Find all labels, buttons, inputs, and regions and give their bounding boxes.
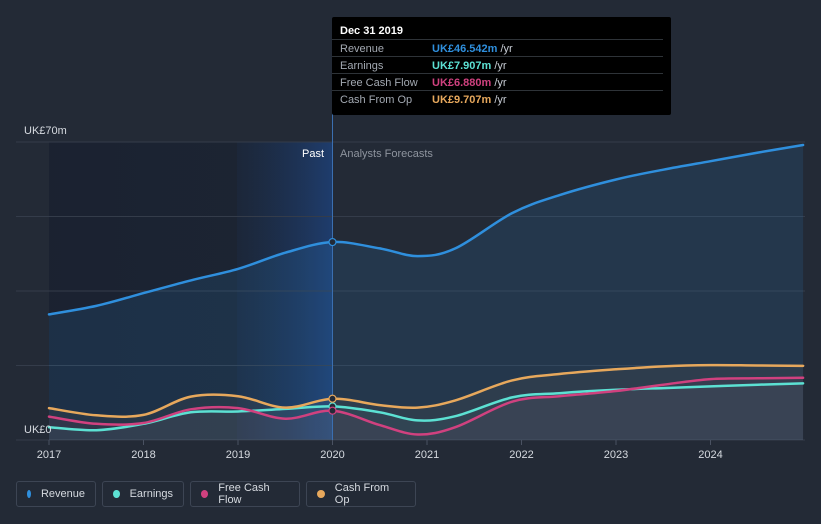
tooltip-unit: /yr (494, 77, 507, 89)
x-tick-label: 2022 (509, 449, 533, 461)
legend-label: Cash From Op (334, 482, 390, 506)
x-tick-label: 2020 (320, 449, 344, 461)
past-label: Past (302, 148, 324, 160)
cash-from-op-line (47, 363, 805, 418)
tooltip-value: UK£9.707m (432, 94, 492, 106)
x-tick-label: 2018 (131, 449, 155, 461)
legend-item-earnings[interactable]: Earnings (102, 481, 184, 507)
tooltip-date: Dec 31 2019 (340, 25, 403, 37)
tooltip: Dec 31 2019 Revenue UK£46.542m/yr Earnin… (332, 17, 671, 115)
x-tick-label: 2024 (698, 449, 722, 461)
tooltip-row-free-cash-flow: Free Cash Flow UK£6.880m/yr (332, 73, 663, 91)
tooltip-value: UK£46.542m (432, 43, 498, 55)
free-cash-flow-point (328, 406, 337, 415)
tooltip-label: Earnings (340, 60, 384, 72)
tooltip-value: UK£6.880m (432, 77, 492, 89)
revenue-area (49, 145, 804, 440)
tooltip-label: Revenue (340, 43, 385, 55)
forecast-label: Analysts Forecasts (340, 148, 433, 160)
legend-item-cash-from-op[interactable]: Cash From Op (306, 481, 416, 507)
tooltip-unit: /yr (494, 60, 507, 72)
cash-from-op-dot-icon (317, 490, 325, 498)
tooltip-row-earnings: Earnings UK£7.907m/yr (332, 56, 663, 74)
legend: Revenue Earnings Free Cash Flow Cash Fro… (16, 481, 416, 509)
revenue-line (47, 143, 805, 316)
legend-label: Earnings (129, 488, 173, 500)
legend-label: Free Cash Flow (218, 482, 270, 506)
tooltip-row-revenue: Revenue UK£46.542m/yr (332, 39, 663, 57)
cash-from-op-area (49, 365, 804, 440)
tooltip-unit: /yr (494, 94, 507, 106)
legend-label: Revenue (40, 488, 85, 500)
earnings-line (47, 382, 805, 432)
x-tick-label: 2019 (226, 449, 250, 461)
cash-from-op-point (328, 394, 337, 403)
x-tick-label: 2023 (604, 449, 628, 461)
free-cash-flow-area (49, 377, 804, 440)
tooltip-value: UK£7.907m (432, 60, 492, 72)
tooltip-unit: /yr (500, 43, 513, 55)
x-tick-label: 2021 (415, 449, 439, 461)
tooltip-label: Free Cash Flow (340, 77, 418, 89)
revenue-dot-icon (27, 490, 31, 498)
tooltip-label: Cash From Op (340, 94, 413, 106)
legend-item-revenue[interactable]: Revenue (16, 481, 96, 507)
legend-item-free-cash-flow[interactable]: Free Cash Flow (190, 481, 300, 507)
y-min-label: UK£0 (24, 424, 52, 436)
revenue-point (328, 237, 337, 247)
free-cash-flow-line (47, 376, 805, 436)
x-tick-label: 2017 (37, 449, 61, 461)
tooltip-row-cash-from-op: Cash From Op UK£9.707m/yr (332, 90, 663, 108)
earnings-area (49, 383, 804, 440)
earnings-dot-icon (113, 490, 120, 498)
y-max-label: UK£70m (24, 125, 67, 137)
free-cash-flow-dot-icon (201, 490, 209, 498)
